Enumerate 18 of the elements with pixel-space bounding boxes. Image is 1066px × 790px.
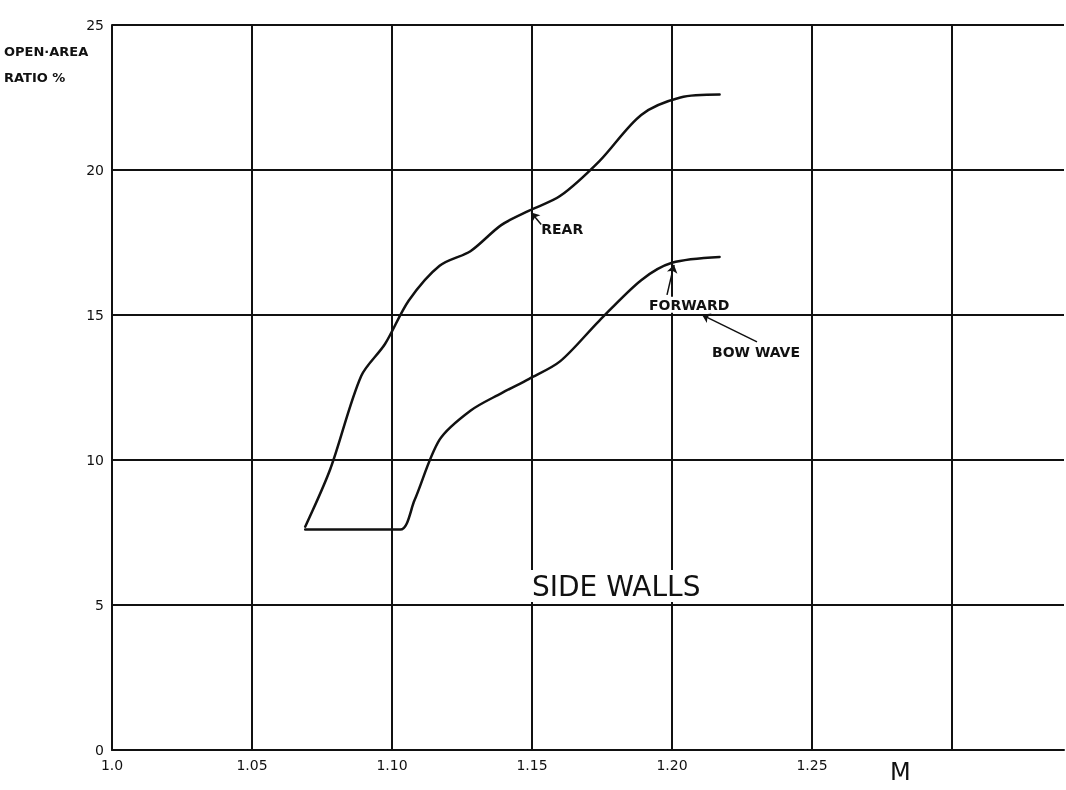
y-tick-label: 5 [95, 597, 104, 613]
y-axis-title: OPEN·AREA RATIO % [4, 43, 93, 85]
x-tick-label: 1.10 [376, 757, 408, 773]
x-tick-label: 1.0 [100, 757, 124, 773]
annotation: BOW WAVE [712, 343, 800, 360]
x-tick-label: 1.25 [796, 757, 828, 773]
y-tick-label: 0 [95, 742, 104, 758]
y-tick-label: 15 [86, 307, 104, 323]
x-tick-label: 1.15 [516, 757, 548, 773]
y-tick-label: 10 [86, 452, 104, 468]
text: SIDE WALLS [532, 569, 701, 603]
x-tick-label: 1.05 [236, 757, 268, 773]
annotation: REAR [541, 220, 584, 237]
x-tick-label: 1.20 [656, 757, 688, 773]
annotation: FORWARD [649, 296, 730, 313]
y-tick-label: 20 [86, 162, 104, 178]
x-axis-title: M [890, 758, 911, 786]
y-tick-label: 25 [86, 17, 104, 33]
